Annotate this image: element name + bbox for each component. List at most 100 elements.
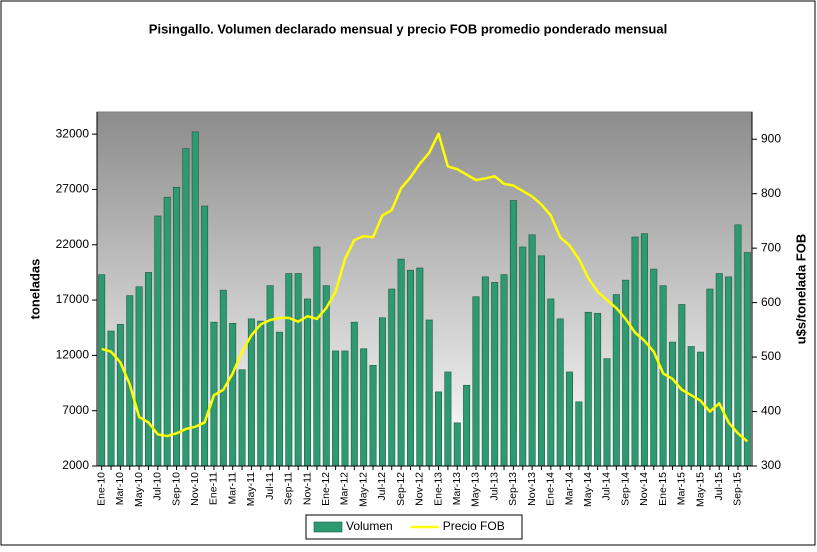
bar: [397, 258, 405, 467]
x-tick-label: May-12: [357, 472, 369, 507]
x-tick-label: Nov-12: [414, 472, 426, 506]
x-tick-label: Ene-15: [657, 472, 669, 506]
bar: [472, 296, 480, 467]
bar: [463, 384, 471, 467]
bar: [537, 255, 545, 467]
x-tick-label: Mar-11: [226, 472, 238, 505]
x-tick-label: Ene-12: [320, 472, 332, 506]
line: [101, 132, 749, 443]
bar: [603, 358, 611, 467]
bar: [201, 205, 209, 467]
x-tick-label: Mar-14: [563, 472, 575, 505]
y2-tick-label: 400: [761, 404, 781, 418]
bar: [687, 346, 695, 467]
y-tick-label: 27000: [56, 182, 90, 196]
bar: [322, 285, 330, 467]
x-tick-label: Mar-10: [114, 472, 126, 505]
x-tick-label: Mar-12: [339, 472, 351, 505]
y2-tick-label: 300: [761, 458, 781, 472]
x-tick-label: May-15: [694, 472, 706, 507]
y-tick-label: 32000: [56, 126, 90, 140]
bar: [182, 148, 190, 467]
x-tick-label: May-11: [245, 472, 257, 506]
bar: [725, 276, 733, 467]
bar: [435, 391, 443, 467]
x-tick-label: Nov-10: [189, 472, 201, 506]
legend-label: Volumen: [346, 519, 393, 533]
x-tick-label: Jul-14: [601, 472, 613, 501]
bar: [163, 196, 171, 467]
bar: [406, 269, 414, 467]
x-tick-label: Sep-13: [507, 472, 519, 506]
bar: [444, 371, 452, 467]
bar: [640, 233, 648, 467]
bar: [706, 288, 714, 467]
bar: [519, 246, 527, 467]
x-tick-label: Jul-13: [488, 472, 500, 501]
bar: [229, 322, 237, 467]
bar: [425, 319, 433, 467]
bar: [266, 285, 274, 467]
bar: [631, 236, 639, 467]
bar: [528, 234, 536, 467]
x-tick-label: Jul-15: [713, 472, 725, 501]
bar: [135, 286, 143, 467]
bar: [219, 289, 227, 467]
bar: [191, 131, 199, 467]
x-tick-label: Sep-10: [170, 472, 182, 506]
bar: [294, 273, 302, 467]
x-tick-label: May-10: [133, 472, 145, 507]
bar: [388, 288, 396, 467]
bar: [453, 422, 461, 467]
bar: [116, 324, 124, 467]
bar: [650, 268, 658, 467]
y-tick-label: 12000: [56, 348, 90, 362]
bar: [313, 246, 321, 467]
bar: [369, 365, 377, 467]
bar: [697, 351, 705, 467]
bar: [341, 350, 349, 467]
bar: [547, 298, 555, 467]
chart-title: Pisingallo. Volumen declarado mensual y …: [149, 21, 667, 36]
bar: [154, 215, 162, 467]
x-tick-label: Sep-11: [283, 472, 295, 505]
bar: [332, 350, 340, 467]
x-tick-label: Ene-10: [95, 472, 107, 506]
bar: [612, 294, 620, 467]
x-tick-label: Sep-15: [732, 472, 744, 506]
bar: [257, 320, 265, 467]
bar: [144, 272, 152, 467]
x-tick-label: Sep-12: [395, 472, 407, 506]
bar: [743, 252, 751, 467]
legend-swatch: [313, 521, 343, 533]
bar: [350, 321, 358, 467]
y2-tick-label: 500: [761, 349, 781, 363]
x-tick-label: Ene-11: [208, 472, 220, 505]
x-tick-label: Jul-12: [376, 472, 388, 501]
bar: [715, 273, 723, 467]
bar: [668, 341, 676, 467]
bar: [304, 298, 312, 467]
x-tick-label: Nov-13: [526, 472, 538, 506]
bar: [594, 313, 602, 467]
x-tick-label: Mar-15: [676, 472, 688, 505]
y-tick-label: 17000: [56, 292, 90, 306]
y2-tick-label: 900: [761, 131, 781, 145]
bar: [556, 318, 564, 467]
bar: [98, 274, 106, 467]
x-tick-label: Nov-11: [301, 472, 313, 505]
x-tick-label: Jul-11: [264, 472, 276, 500]
bar: [491, 282, 499, 467]
y-tick-label: 7000: [62, 403, 89, 417]
bar: [584, 311, 592, 467]
x-tick-label: Sep-14: [619, 472, 631, 506]
y-tick-label: 22000: [56, 237, 90, 251]
y-tick-label: 2000: [62, 458, 89, 472]
bar: [275, 331, 283, 467]
y2-axis-label: u$s/tonelada FOB: [793, 234, 808, 345]
x-tick-label: Ene-14: [545, 472, 557, 506]
bar: [481, 276, 489, 467]
bar: [360, 348, 368, 467]
y2-tick-label: 600: [761, 295, 781, 309]
